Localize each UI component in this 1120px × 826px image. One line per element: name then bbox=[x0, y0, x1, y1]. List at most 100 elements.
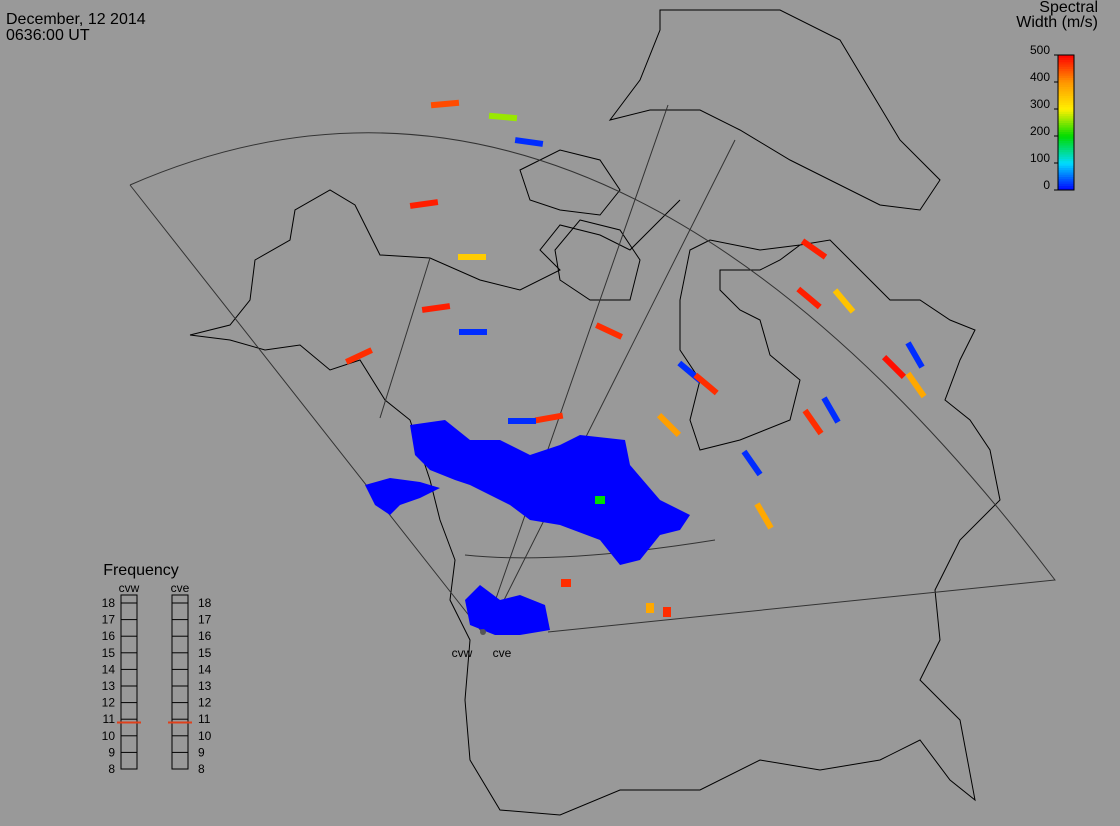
colorbar-tick-label: 200 bbox=[1030, 124, 1050, 138]
colorbar-swatch bbox=[1058, 149, 1074, 153]
colorbar-swatch bbox=[1058, 111, 1074, 114]
site-label: cve bbox=[493, 646, 512, 660]
date: December, 12 2014 bbox=[6, 11, 146, 28]
frequency-tick-label: 16 bbox=[102, 629, 116, 643]
echo-region bbox=[410, 420, 690, 565]
colorbar-swatch bbox=[1058, 124, 1074, 128]
radar-name: cvw bbox=[119, 581, 140, 595]
colorbar-frame bbox=[1057, 54, 1075, 191]
colorbar-swatch bbox=[1058, 70, 1074, 74]
echoes bbox=[345, 99, 927, 635]
colorbar-swatch bbox=[1058, 55, 1074, 58]
colorbar-swatch bbox=[1058, 133, 1074, 137]
echo-cell bbox=[741, 449, 763, 477]
colorbar-title: Spectral bbox=[1039, 0, 1098, 16]
echo-cell bbox=[561, 579, 571, 587]
echo-region bbox=[365, 478, 440, 515]
coastlines bbox=[189, 9, 1001, 816]
colorbar-tick-label: 0 bbox=[1043, 178, 1050, 192]
echo-cell bbox=[646, 603, 654, 613]
colorbar-tick-label: 100 bbox=[1030, 151, 1050, 165]
colorbar-swatch bbox=[1058, 131, 1074, 135]
colorbar-swatch bbox=[1058, 115, 1074, 119]
frequency-tick-label: 18 bbox=[198, 596, 212, 610]
frequency-panel: cvw 8 9 10 11 12 13 14 15 16 17 18 cve 8 9 10 11 12 13 14 15… bbox=[102, 581, 212, 776]
colorbar-tick-label: 300 bbox=[1030, 97, 1050, 111]
echo-cell bbox=[905, 341, 925, 369]
frequency-tick-label: 9 bbox=[198, 745, 205, 759]
frequency-box bbox=[171, 594, 189, 770]
colorbar-swatch bbox=[1058, 127, 1074, 130]
colorbar-swatch bbox=[1058, 185, 1074, 189]
colorbar-swatch bbox=[1058, 120, 1074, 123]
colorbar-swatch bbox=[1058, 79, 1074, 83]
colorbar-swatch bbox=[1058, 147, 1074, 150]
colorbar-swatch bbox=[1058, 129, 1074, 132]
colorbar-swatch bbox=[1058, 73, 1074, 76]
frequency-box bbox=[120, 594, 138, 770]
radar-name: cve bbox=[171, 581, 190, 595]
colorbar-swatch bbox=[1058, 66, 1074, 69]
colorbar-tick-label: 500 bbox=[1030, 43, 1050, 57]
colorbar-swatch bbox=[1058, 102, 1074, 105]
echo-cell bbox=[345, 347, 373, 365]
colorbar-swatch bbox=[1058, 167, 1074, 171]
echo-cell bbox=[430, 99, 460, 109]
colorbar-swatch bbox=[1058, 109, 1074, 112]
frequency-tick-label: 10 bbox=[102, 729, 116, 743]
site-label: cvw bbox=[452, 646, 473, 660]
echo-cell bbox=[800, 238, 828, 260]
colorbar-swatch bbox=[1058, 136, 1074, 139]
frequency-tick-label: 18 bbox=[102, 596, 116, 610]
echo-cell bbox=[409, 199, 439, 209]
colorbar-swatch bbox=[1058, 142, 1074, 146]
echo-cell bbox=[421, 303, 451, 313]
colorbar-swatch bbox=[1058, 156, 1074, 159]
echo-cell bbox=[508, 418, 536, 424]
frequency-tick-label: 12 bbox=[102, 696, 116, 710]
echo-cell bbox=[821, 396, 841, 424]
frequency-tick-label: 15 bbox=[198, 646, 212, 660]
colorbar-swatch bbox=[1058, 82, 1074, 85]
time: 0636:00 UT bbox=[6, 27, 90, 44]
colorbar-swatch bbox=[1058, 165, 1074, 168]
colorbar-swatch bbox=[1058, 154, 1074, 157]
colorbar-swatch bbox=[1058, 68, 1074, 72]
echo-cell bbox=[488, 112, 518, 122]
colorbar-swatch bbox=[1058, 84, 1074, 87]
echo-cell bbox=[514, 137, 544, 147]
frequency-tick-label: 17 bbox=[198, 613, 212, 627]
colorbar-swatch bbox=[1058, 181, 1074, 184]
sites: cvw cve bbox=[452, 629, 512, 660]
colorbar-tick-label: 400 bbox=[1030, 70, 1050, 84]
colorbar-swatch bbox=[1058, 86, 1074, 90]
echo-cell bbox=[754, 502, 774, 530]
colorbar-swatch bbox=[1058, 75, 1074, 78]
colorbar-swatch bbox=[1058, 88, 1074, 92]
colorbar-swatch bbox=[1058, 163, 1074, 166]
frequency-title: Frequency bbox=[103, 562, 179, 579]
colorbar-swatch bbox=[1058, 118, 1074, 121]
echo-cell bbox=[656, 412, 682, 438]
frequency-tick-label: 12 bbox=[198, 696, 212, 710]
colorbar-swatch bbox=[1058, 97, 1074, 101]
colorbar-swatch bbox=[1058, 187, 1074, 191]
echo-cell bbox=[595, 322, 623, 340]
colorbar-swatch bbox=[1058, 59, 1074, 63]
frequency-tick-label: 14 bbox=[198, 662, 212, 676]
frequency-tick-label: 13 bbox=[198, 679, 212, 693]
colorbar-swatch bbox=[1058, 104, 1074, 108]
frequency-tick-label: 14 bbox=[102, 662, 116, 676]
colorbar-swatch bbox=[1058, 77, 1074, 81]
echo-region bbox=[465, 585, 550, 635]
colorbar-swatch bbox=[1058, 57, 1074, 60]
site-dot bbox=[480, 629, 486, 635]
colorbar-swatch bbox=[1058, 172, 1074, 175]
frequency-tick-label: 16 bbox=[198, 629, 212, 643]
colorbar-title: Width (m/s) bbox=[1016, 14, 1098, 31]
echo-cell bbox=[663, 607, 671, 617]
colorbar-swatch bbox=[1058, 160, 1074, 164]
frequency-tick-label: 10 bbox=[198, 729, 212, 743]
colorbar-swatch bbox=[1058, 61, 1074, 65]
